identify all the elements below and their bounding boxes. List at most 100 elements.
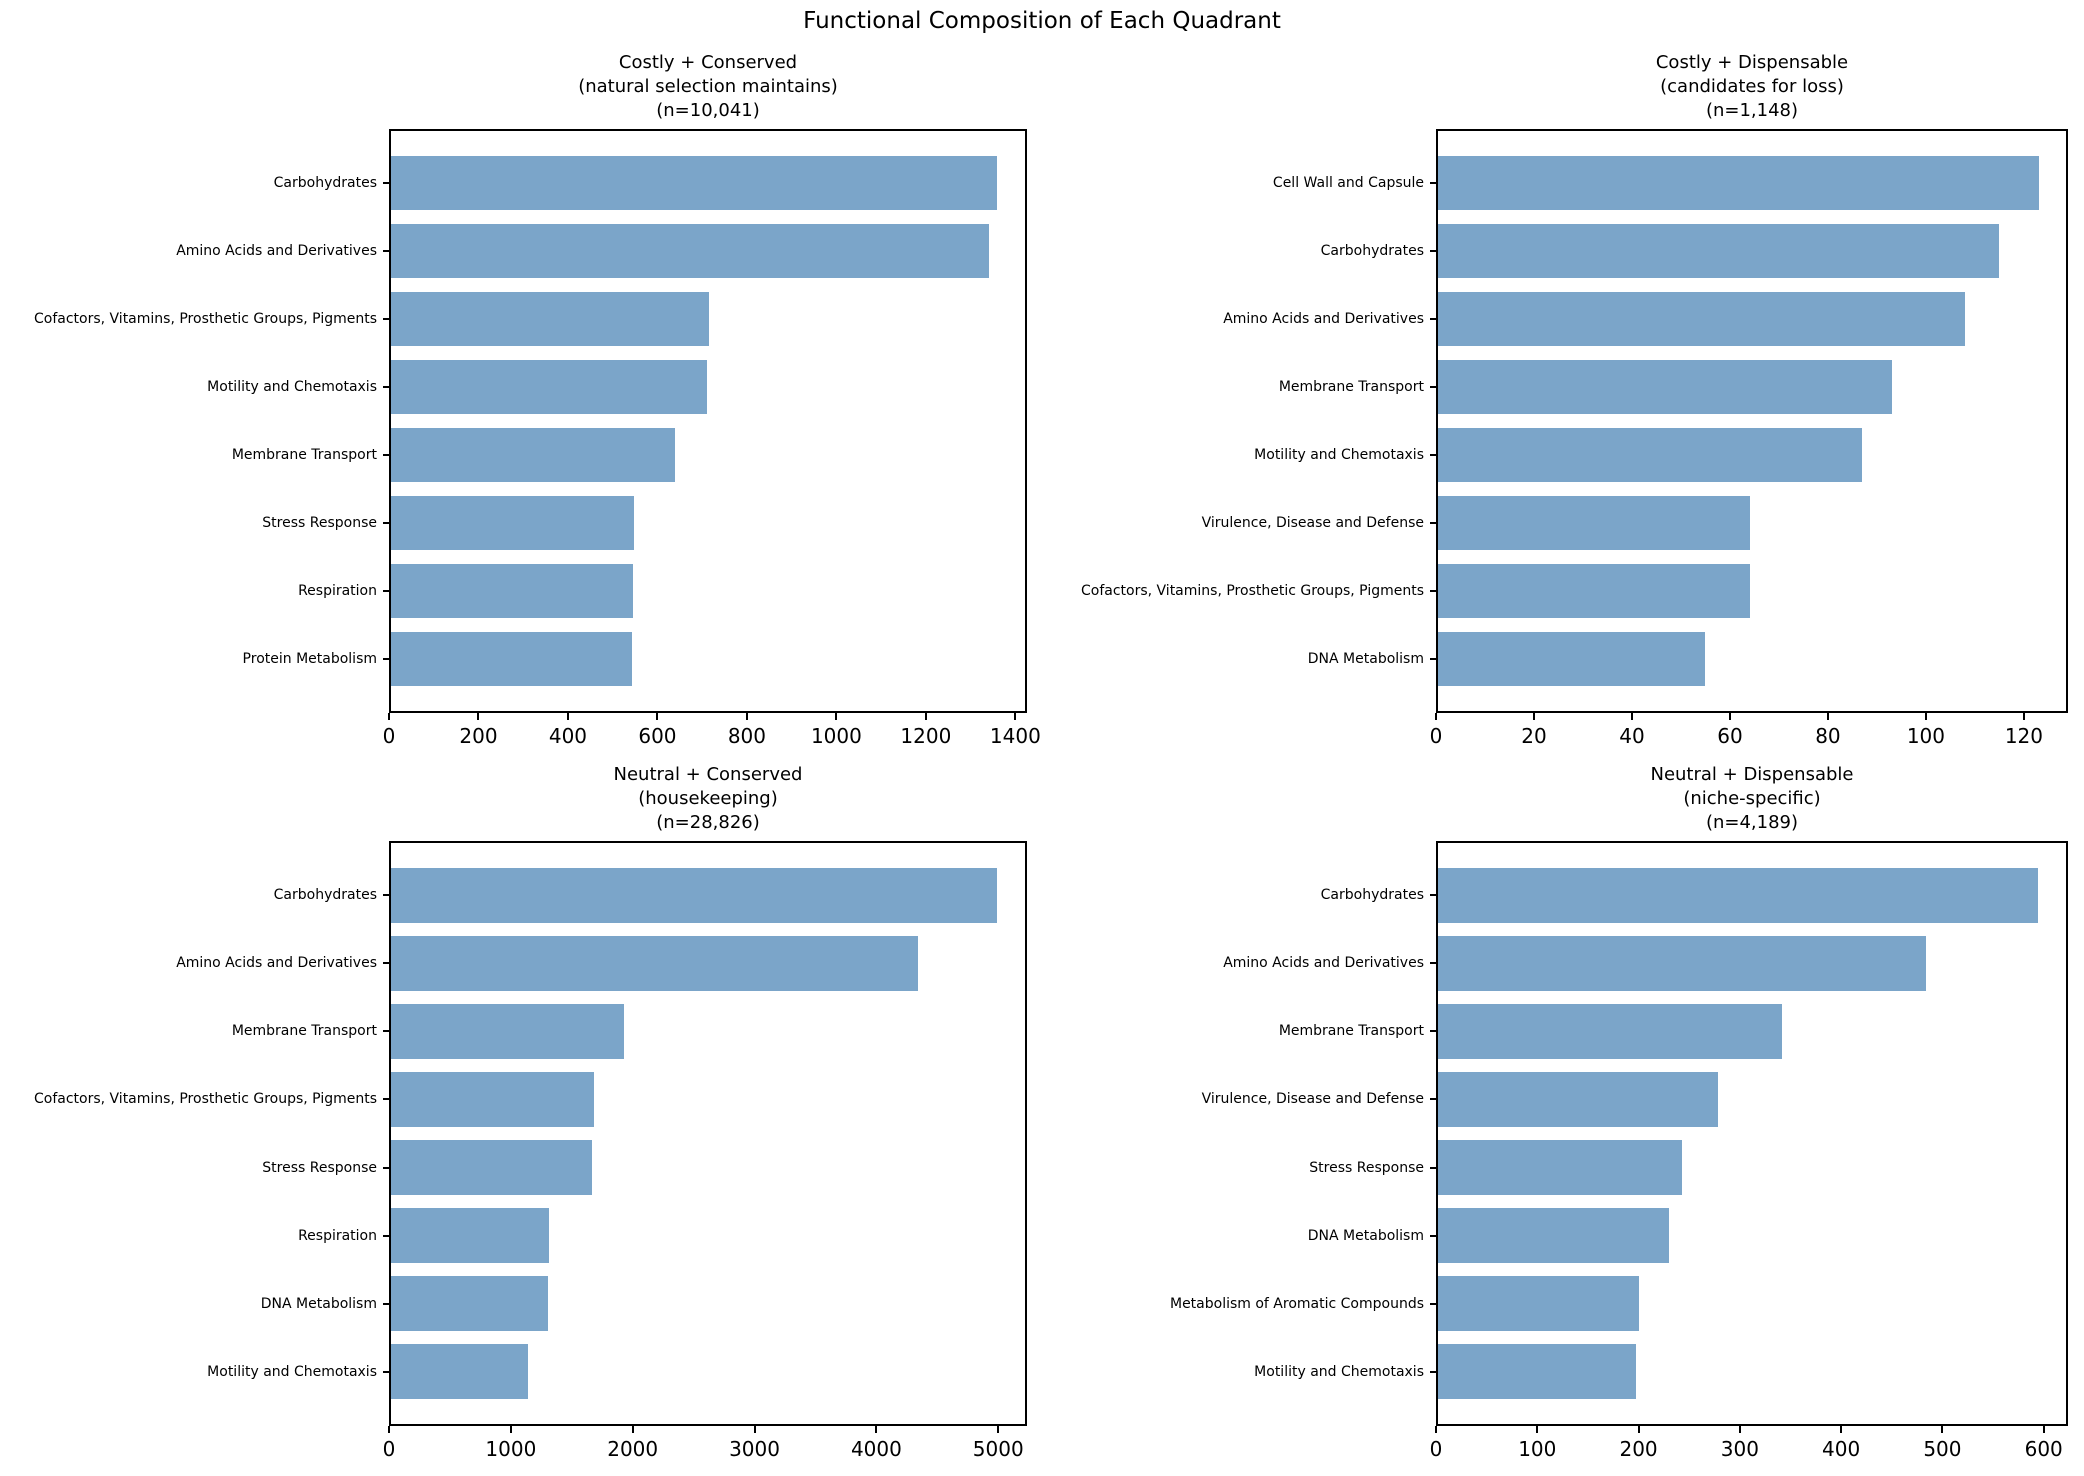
x-tick-label: 100 <box>1906 724 1946 748</box>
bar <box>1438 1140 1683 1195</box>
subplot-title-line: Neutral + Dispensable <box>1650 764 1854 785</box>
subplot-title-line: (candidates for loss) <box>1660 76 1844 97</box>
y-tick-mark <box>383 1234 389 1237</box>
x-tick-mark <box>1728 713 1731 720</box>
x-tick-label: 600 <box>2024 1437 2063 1461</box>
y-tick-mark <box>1430 453 1436 456</box>
y-tick-mark <box>383 1370 389 1373</box>
x-tick-label: 0 <box>382 1437 396 1461</box>
x-tick-label: 20 <box>1521 724 1547 748</box>
bar <box>1438 291 1966 347</box>
y-tick-label: Metabolism of Aromatic Compounds <box>1169 1295 1424 1312</box>
y-tick-mark <box>383 521 389 524</box>
y-tick-mark <box>383 894 389 897</box>
bar <box>391 868 997 923</box>
y-tick-mark <box>1430 894 1436 897</box>
y-tick-label: Carbohydrates <box>273 887 377 904</box>
subplot-title-line: (natural selection maintains) <box>578 76 838 97</box>
x-tick-mark <box>924 713 927 720</box>
x-tick-mark <box>753 1426 756 1433</box>
y-tick-label: Carbohydrates <box>1320 887 1424 904</box>
x-tick-label: 60 <box>1717 724 1743 748</box>
x-tick-mark <box>656 713 659 720</box>
bar <box>1438 359 1892 415</box>
x-tick-label: 0 <box>1429 1437 1443 1461</box>
bar <box>1438 936 1927 991</box>
x-tick-label: 0 <box>1429 724 1443 748</box>
y-tick-label: Membrane Transport <box>231 446 377 463</box>
y-tick-label: Respiration <box>298 1227 377 1244</box>
y-tick-mark <box>383 386 389 389</box>
y-tick-mark <box>383 589 389 592</box>
subplot-title: Neutral + Conserved (housekeeping) (n=28,8… <box>389 763 1027 835</box>
bar <box>1438 1004 1783 1059</box>
x-tick-label: 80 <box>1815 724 1841 748</box>
bar <box>1438 631 1706 686</box>
x-tick-label: 200 <box>459 724 498 748</box>
bar <box>391 1004 624 1059</box>
y-tick-label: Membrane Transport <box>1278 379 1424 396</box>
y-tick-label: Virulence, Disease and Defense <box>1201 514 1424 531</box>
bar <box>1438 563 1750 618</box>
bar <box>391 1344 529 1399</box>
x-tick-label: 500 <box>1923 1437 1962 1461</box>
bar <box>1438 1072 1718 1127</box>
x-tick-label: 2000 <box>607 1437 659 1461</box>
x-tick-mark <box>631 1426 634 1433</box>
y-tick-label: Carbohydrates <box>1320 243 1424 260</box>
y-tick-label: Stress Response <box>1309 1159 1424 1176</box>
y-tick-mark <box>383 1098 389 1101</box>
y-tick-mark <box>1430 250 1436 253</box>
x-tick-label: 400 <box>1822 1437 1861 1461</box>
y-tick-label: Cofactors, Vitamins, Prosthetic Groups, … <box>33 1091 377 1108</box>
bar <box>1438 427 1863 483</box>
y-tick-label: Amino Acids and Derivatives <box>1223 311 1424 328</box>
x-tick-label: 400 <box>548 724 588 748</box>
x-tick-label: 5000 <box>972 1437 1024 1461</box>
y-tick-mark <box>383 962 389 965</box>
bar <box>391 1140 593 1195</box>
bar <box>1438 868 2038 923</box>
bar <box>1438 1344 1636 1399</box>
y-tick-mark <box>383 1302 389 1305</box>
x-tick-label: 120 <box>2004 724 2043 748</box>
y-tick-label: Motility and Chemotaxis <box>207 1363 377 1380</box>
x-tick-mark <box>1630 713 1633 720</box>
x-tick-label: 300 <box>1720 1437 1759 1461</box>
y-tick-label: Cofactors, Vitamins, Prosthetic Groups, … <box>1080 582 1424 599</box>
y-tick-mark <box>1430 962 1436 965</box>
x-tick-label: 40 <box>1619 724 1645 748</box>
bar <box>391 156 997 211</box>
y-tick-mark <box>383 1166 389 1169</box>
figure-suptitle: Functional Composition of Each Quadrant <box>803 8 1281 34</box>
bar <box>1438 156 2039 211</box>
x-tick-mark <box>1840 1426 1843 1433</box>
y-tick-label: Motility and Chemotaxis <box>1254 446 1424 463</box>
y-tick-mark <box>1430 182 1436 185</box>
y-tick-mark <box>1430 386 1436 389</box>
bar <box>1438 1208 1669 1263</box>
x-tick-mark <box>997 1426 1000 1433</box>
plot-area <box>389 129 1027 713</box>
subplot-title-line: (niche-specific) <box>1683 788 1821 809</box>
subplot-title-line: (n=10,041) <box>656 100 760 121</box>
y-tick-label: Membrane Transport <box>1278 1023 1424 1040</box>
y-tick-mark <box>383 182 389 185</box>
bar <box>1438 1276 1639 1331</box>
x-tick-mark <box>509 1426 512 1433</box>
x-tick-mark <box>1924 713 1927 720</box>
x-tick-label: 1000 <box>810 724 862 748</box>
y-tick-mark <box>1430 1030 1436 1033</box>
y-tick-label: DNA Metabolism <box>1307 1227 1424 1244</box>
x-tick-mark <box>2022 713 2025 720</box>
subplot-title: Costly + Dispensable (candidates for loss… <box>1436 51 2068 123</box>
y-tick-label: Amino Acids and Derivatives <box>1223 955 1424 972</box>
y-tick-label: Stress Response <box>262 514 377 531</box>
x-tick-label: 0 <box>382 724 396 748</box>
y-tick-label: Virulence, Disease and Defense <box>1201 1091 1424 1108</box>
y-tick-label: Cell Wall and Capsule <box>1272 175 1424 192</box>
